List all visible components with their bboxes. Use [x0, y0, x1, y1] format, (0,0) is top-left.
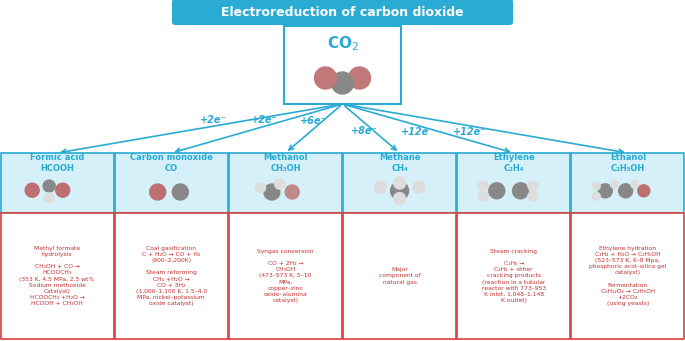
Circle shape [55, 183, 70, 197]
Text: +12e⁻: +12e⁻ [401, 127, 434, 137]
Circle shape [394, 193, 406, 205]
Circle shape [149, 184, 166, 200]
Circle shape [593, 182, 600, 190]
Text: Methyl formate
hydrolysis

CH₃OH + CO →
HCOOCH₃
(353 K, 4.5 MPa, 2.5 wt%
Sodium : Methyl formate hydrolysis CH₃OH + CO → H… [19, 246, 95, 307]
Text: Electroreduction of carbon dioxide: Electroreduction of carbon dioxide [221, 5, 464, 18]
FancyBboxPatch shape [571, 153, 684, 213]
FancyBboxPatch shape [114, 213, 228, 339]
Text: +2e⁻: +2e⁻ [200, 115, 226, 125]
Circle shape [25, 183, 39, 197]
Circle shape [413, 181, 425, 193]
Text: Methanol
CH₃OH: Methanol CH₃OH [263, 153, 308, 173]
FancyBboxPatch shape [343, 213, 456, 339]
Text: Major
component of
natural gas: Major component of natural gas [379, 267, 421, 285]
Text: Methane
CH₄: Methane CH₄ [379, 153, 421, 173]
Text: Carbon monoxide
CO: Carbon monoxide CO [130, 153, 212, 173]
Circle shape [610, 180, 619, 188]
Text: +2e⁻: +2e⁻ [251, 115, 277, 125]
FancyBboxPatch shape [114, 153, 228, 213]
Circle shape [489, 183, 505, 199]
Circle shape [478, 181, 488, 191]
Text: +6e⁻: +6e⁻ [299, 117, 326, 127]
Circle shape [173, 184, 188, 200]
Circle shape [264, 184, 280, 200]
Circle shape [528, 191, 538, 201]
Circle shape [528, 181, 538, 191]
FancyBboxPatch shape [172, 0, 513, 25]
Circle shape [619, 184, 633, 198]
Circle shape [478, 191, 488, 201]
Circle shape [275, 179, 285, 189]
FancyBboxPatch shape [229, 213, 342, 339]
Circle shape [598, 184, 612, 198]
Circle shape [394, 177, 406, 189]
Circle shape [314, 67, 336, 89]
FancyBboxPatch shape [1, 213, 114, 339]
Text: +8e⁻: +8e⁻ [351, 125, 377, 136]
Circle shape [332, 72, 353, 94]
Circle shape [631, 180, 638, 188]
Circle shape [44, 193, 54, 203]
Text: Ethanol
C₂H₅OH: Ethanol C₂H₅OH [610, 153, 646, 173]
Circle shape [256, 183, 266, 193]
FancyBboxPatch shape [229, 153, 342, 213]
FancyBboxPatch shape [457, 213, 571, 339]
Text: Ethylene
C₂H₄: Ethylene C₂H₄ [493, 153, 534, 173]
Text: Ethylene hydration
C₂H₄ + H₂O → C₂H₅OH
(523–573 K, 6–8 Mpa,
phosphoric acid–sili: Ethylene hydration C₂H₄ + H₂O → C₂H₅OH (… [589, 246, 667, 307]
Circle shape [638, 185, 650, 197]
FancyBboxPatch shape [457, 153, 571, 213]
Text: CO$_2$: CO$_2$ [327, 35, 358, 53]
Text: Steam cracking

C₂H₆ →
C₂H₄ + other
cracking products
(reaction in a tubular
rea: Steam cracking C₂H₆ → C₂H₄ + other crack… [482, 249, 546, 303]
FancyBboxPatch shape [1, 153, 114, 213]
Text: Syngas conversion

CO + 2H₂ →
CH₃OH
(473–573 K, 5–10
MPa,
copper–zinc
oxide–alum: Syngas conversion CO + 2H₂ → CH₃OH (473–… [257, 249, 314, 303]
Circle shape [593, 192, 600, 200]
Circle shape [390, 182, 408, 200]
FancyBboxPatch shape [571, 213, 684, 339]
FancyBboxPatch shape [284, 26, 401, 104]
Circle shape [374, 181, 386, 193]
Circle shape [285, 185, 299, 199]
Text: Formic acid
HCOOH: Formic acid HCOOH [30, 153, 84, 173]
Text: Coal gasification
C + H₂O → CO + H₂
(900–2,200K)

Steam reforming
CH₄ +H₂O →
CO : Coal gasification C + H₂O → CO + H₂ (900… [136, 246, 207, 307]
Circle shape [43, 180, 55, 192]
FancyBboxPatch shape [343, 153, 456, 213]
Circle shape [512, 183, 529, 199]
Circle shape [349, 67, 371, 89]
Text: +12e⁻: +12e⁻ [453, 127, 486, 137]
